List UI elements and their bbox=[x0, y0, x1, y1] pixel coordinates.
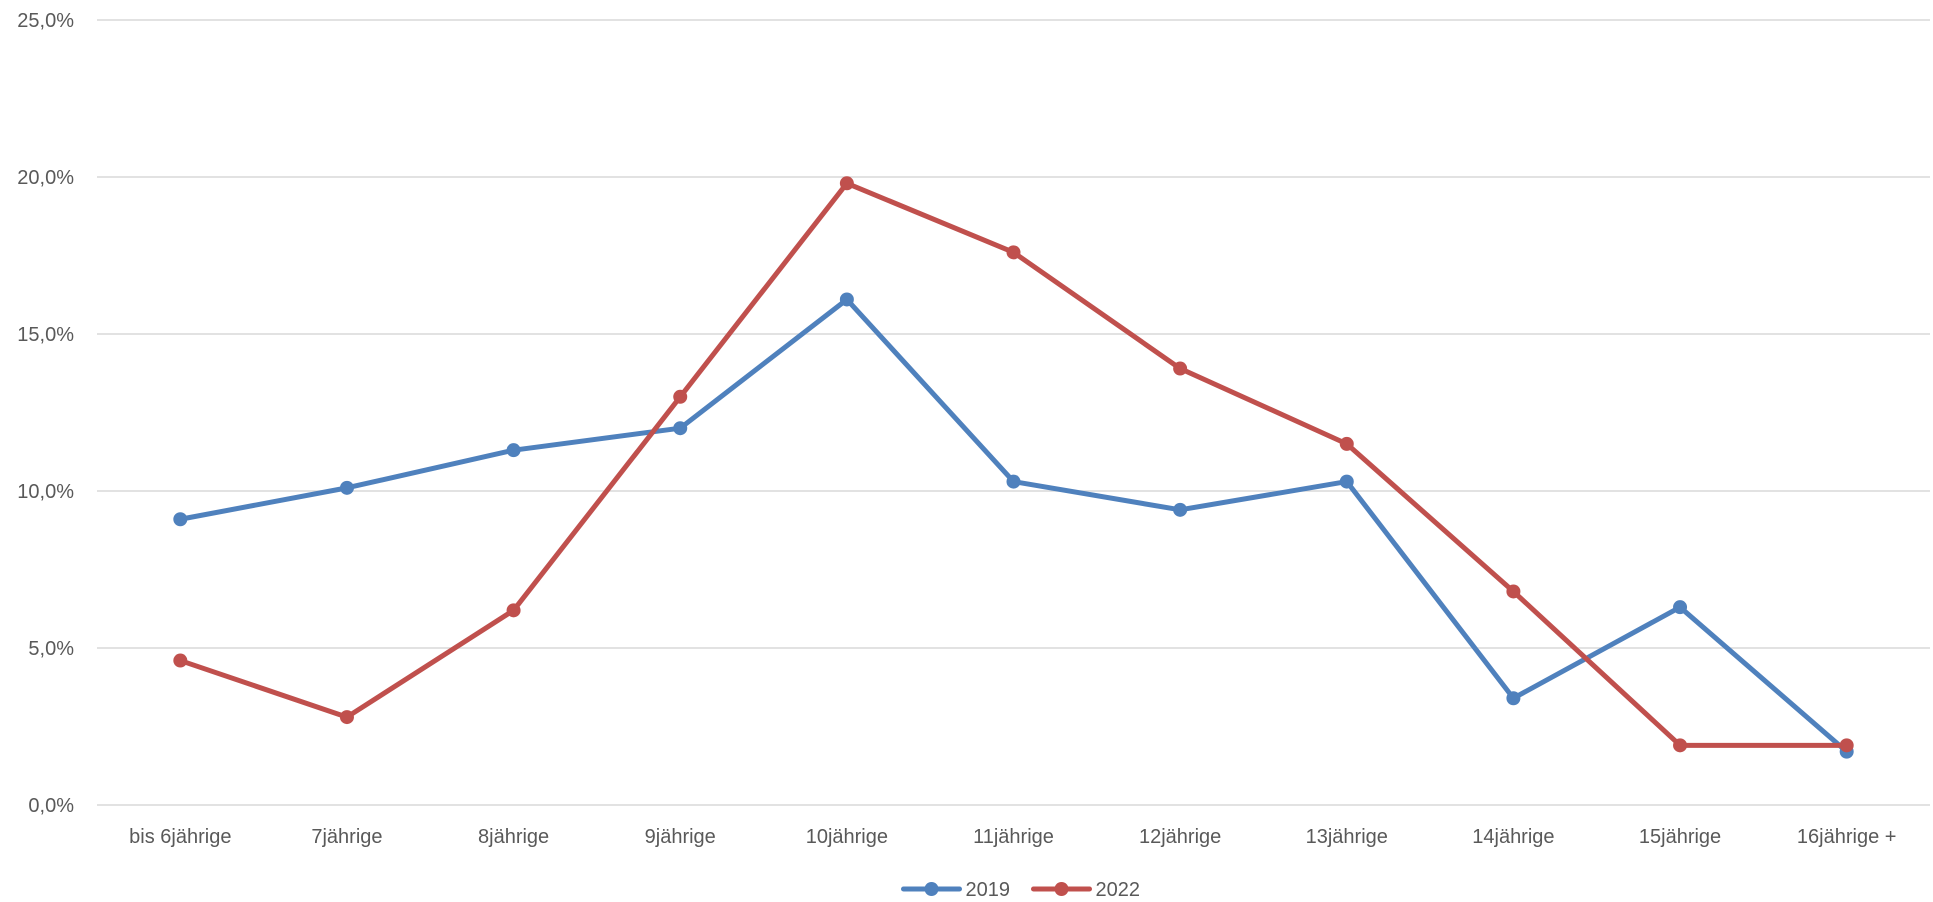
data-point bbox=[839, 176, 854, 191]
data-point bbox=[1673, 738, 1688, 753]
data-point bbox=[1339, 474, 1354, 489]
data-point bbox=[1506, 691, 1521, 706]
x-axis-ticks: bis 6jährige 7jährige 8jährige 9jährige 10jä… bbox=[129, 826, 1896, 848]
legend-marker bbox=[1054, 882, 1069, 896]
x-tick-label: bis 6jährige bbox=[129, 826, 231, 848]
y-tick-label: 0,0% bbox=[28, 795, 74, 817]
x-tick-label: 7jährige bbox=[311, 826, 382, 848]
data-point bbox=[1173, 361, 1188, 376]
y-tick-label: 25,0% bbox=[17, 10, 74, 32]
x-tick-label: 16jährige + bbox=[1797, 826, 1897, 848]
legend-label: 2022 bbox=[1096, 879, 1141, 901]
data-point bbox=[173, 653, 188, 668]
legend: 2019 2022 bbox=[901, 879, 1141, 901]
data-point bbox=[1673, 600, 1688, 615]
x-tick-label: 13jährige bbox=[1306, 826, 1388, 848]
legend-item-2019: 2019 bbox=[901, 879, 1011, 901]
series-2019 bbox=[173, 292, 1854, 759]
gridlines bbox=[97, 19, 1930, 806]
data-point bbox=[1006, 245, 1021, 260]
data-point bbox=[673, 421, 688, 436]
x-tick-label: 9jährige bbox=[645, 826, 716, 848]
data-point bbox=[339, 710, 354, 725]
data-point bbox=[1339, 436, 1354, 451]
data-point bbox=[506, 443, 521, 458]
data-point bbox=[1006, 474, 1021, 489]
y-tick-label: 5,0% bbox=[28, 638, 74, 660]
x-tick-label: 10jährige bbox=[806, 826, 888, 848]
legend-label: 2019 bbox=[966, 879, 1011, 901]
series-2022 bbox=[173, 176, 1854, 753]
data-point bbox=[673, 389, 688, 404]
data-point bbox=[1839, 738, 1854, 753]
x-tick-label: 12jährige bbox=[1139, 826, 1221, 848]
x-tick-label: 8jährige bbox=[478, 826, 549, 848]
y-tick-label: 20,0% bbox=[17, 167, 74, 189]
x-tick-label: 14jährige bbox=[1472, 826, 1554, 848]
legend-item-2022: 2022 bbox=[1031, 879, 1141, 901]
y-axis-ticks: 0,0% 5,0% 10,0% 15,0% 20,0% 25,0% bbox=[17, 10, 74, 817]
data-point bbox=[839, 292, 854, 307]
y-tick-label: 10,0% bbox=[17, 481, 74, 503]
data-point bbox=[1173, 502, 1188, 517]
series-line bbox=[177, 296, 1850, 755]
x-tick-label: 15jährige bbox=[1639, 826, 1721, 848]
y-tick-label: 15,0% bbox=[17, 324, 74, 346]
data-point bbox=[173, 512, 188, 527]
x-tick-label: 11jährige bbox=[973, 826, 1054, 848]
series-lines bbox=[173, 176, 1854, 759]
series-line bbox=[177, 180, 1850, 748]
data-point bbox=[339, 480, 354, 495]
legend-marker bbox=[924, 882, 939, 896]
data-point bbox=[506, 603, 521, 618]
data-point bbox=[1506, 584, 1521, 599]
